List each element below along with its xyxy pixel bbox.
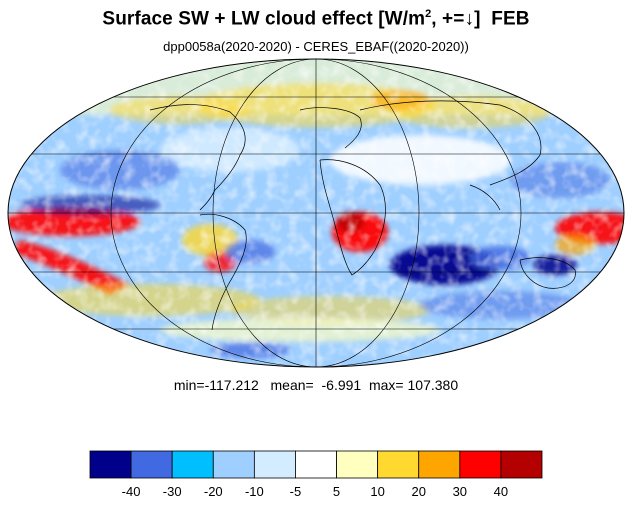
colorbar-swatch <box>377 450 420 479</box>
colorbar-swatch <box>89 450 132 479</box>
colorbar-swatch <box>336 450 379 479</box>
mollweide-map <box>7 58 625 368</box>
colorbar-swatch <box>295 450 337 479</box>
colorbar-swatch <box>500 450 543 479</box>
min-label: min= <box>173 377 205 393</box>
max-value: 107.380 <box>407 377 459 393</box>
colorbar-tick-label: -40 <box>121 484 141 499</box>
colorbar-tick-label: 40 <box>493 484 509 499</box>
map-title: Surface SW + LW cloud effect [W/m2, +=↓]… <box>0 8 632 30</box>
title-text: Surface SW + LW cloud effect [W/m <box>102 8 426 30</box>
colorbar-tick-label: -10 <box>244 484 264 499</box>
coastlines <box>149 60 576 331</box>
title-superscript: 2 <box>425 8 432 20</box>
down-arrow-icon: ↓ <box>464 8 475 30</box>
map-area <box>7 58 625 368</box>
colorbar-swatch <box>130 450 173 479</box>
title-close: ] <box>474 8 481 30</box>
colorbar-swatch <box>171 450 214 479</box>
title-month: FEB <box>491 8 530 30</box>
mean-label: mean= <box>270 377 314 393</box>
colorbar-swatch <box>253 450 296 479</box>
max-label: max= <box>368 377 404 393</box>
colorbar-swatch <box>459 450 502 479</box>
colorbar-swatch <box>418 450 461 479</box>
mean-value: -6.991 <box>321 377 362 393</box>
map-border <box>7 58 625 368</box>
colorbar-tick-label: -5 <box>289 484 302 499</box>
map-subtitle: dpp0058a(2020-2020) - CERES_EBAF((2020-2… <box>163 39 469 54</box>
colorbar-tick-label: 30 <box>452 484 468 499</box>
colorbar-tick-label: -30 <box>162 484 182 499</box>
colorbar-tick-label: 10 <box>370 484 385 499</box>
graticule <box>8 59 624 367</box>
title-sign: , += <box>431 8 465 30</box>
colorbar-labels: -40 -30 -20 -10 -5 5 10 20 30 40 <box>0 484 632 504</box>
colorbar-tick-label: -20 <box>203 484 223 499</box>
min-value: -117.212 <box>204 377 259 393</box>
colorbar-swatch <box>212 450 255 479</box>
colorbar <box>89 450 543 479</box>
colorbar-tick-label: 20 <box>411 484 426 499</box>
colorbar-tick-label: 5 <box>332 484 341 499</box>
stats-line: min=-117.212 mean= -6.991 max= 107.380 <box>0 377 632 393</box>
